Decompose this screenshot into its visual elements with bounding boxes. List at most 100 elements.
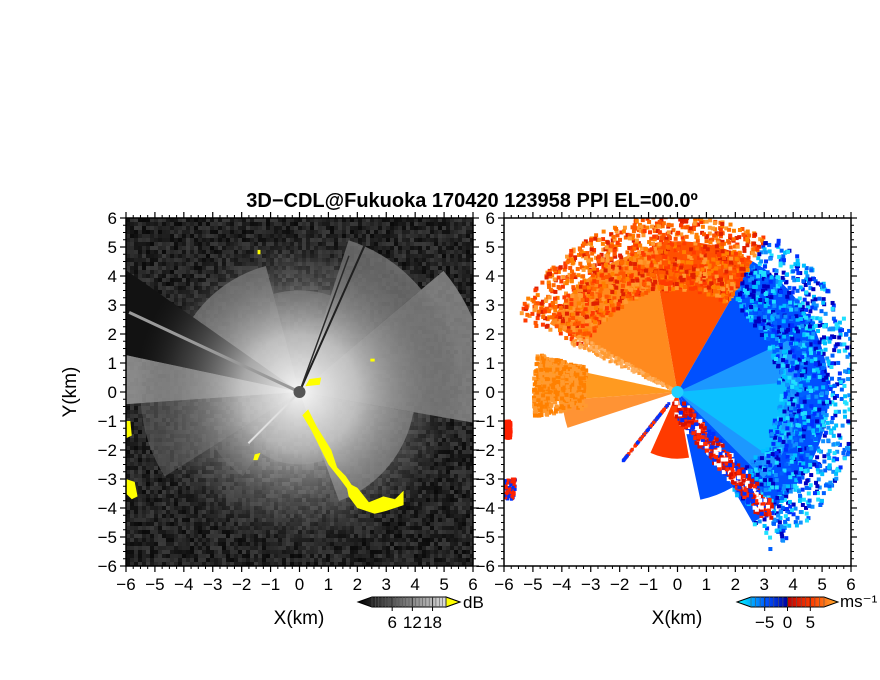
noise-cell xyxy=(462,430,466,434)
noise-cell xyxy=(202,238,206,242)
noise-cell xyxy=(206,238,210,242)
noise-cell xyxy=(414,258,418,262)
noise-cell xyxy=(426,270,430,274)
noise-cell xyxy=(150,222,154,226)
noise-cell xyxy=(454,278,458,282)
noise-cell xyxy=(470,218,473,222)
noise-cell xyxy=(138,442,142,446)
noise-cell xyxy=(134,270,138,274)
noise-cell xyxy=(462,274,466,278)
noise-cell xyxy=(402,218,406,222)
noise-cell xyxy=(450,266,454,270)
noise-cell xyxy=(158,226,162,230)
noise-cell xyxy=(150,218,154,222)
noise-cell xyxy=(230,234,234,238)
noise-cell xyxy=(470,250,473,254)
noise-cell xyxy=(354,218,358,222)
noise-cell xyxy=(402,250,406,254)
noise-cell xyxy=(162,258,166,262)
noise-cell xyxy=(166,234,170,238)
noise-cell xyxy=(178,222,182,226)
noise-cell xyxy=(230,230,234,234)
noise-cell xyxy=(414,242,418,246)
noise-cell xyxy=(426,274,430,278)
noise-cell xyxy=(146,230,150,234)
noise-cell xyxy=(202,222,206,226)
noise-cell xyxy=(458,438,462,442)
noise-cell xyxy=(414,238,418,242)
noise-cell xyxy=(206,250,210,254)
noise-cell xyxy=(142,254,146,258)
noise-cell xyxy=(462,218,466,222)
noise-cell xyxy=(150,246,154,250)
noise-cell xyxy=(406,258,410,262)
noise-cell xyxy=(174,230,178,234)
noise-cell xyxy=(366,218,370,222)
noise-cell xyxy=(442,246,446,250)
noise-cell xyxy=(422,258,426,262)
noise-cell xyxy=(366,238,370,242)
noise-cell xyxy=(430,222,434,226)
noise-cell xyxy=(154,242,158,246)
noise-cell xyxy=(430,230,434,234)
noise-cell xyxy=(310,222,314,226)
noise-cell xyxy=(466,282,470,286)
noise-cell xyxy=(462,282,466,286)
noise-cell xyxy=(430,278,434,282)
noise-cell xyxy=(314,218,318,222)
noise-cell xyxy=(470,266,473,270)
noise-cell xyxy=(198,238,202,242)
noise-cell xyxy=(134,438,138,442)
noise-cell xyxy=(190,262,194,266)
noise-cell xyxy=(266,218,270,222)
noise-cell xyxy=(414,226,418,230)
noise-cell xyxy=(438,238,442,242)
noise-cell xyxy=(194,238,198,242)
noise-cell xyxy=(146,242,150,246)
noise-cell xyxy=(458,442,462,446)
noise-cell xyxy=(422,238,426,242)
noise-cell xyxy=(146,222,150,226)
noise-cell xyxy=(138,234,142,238)
noise-cell xyxy=(450,238,454,242)
noise-cell xyxy=(466,222,470,226)
noise-cell xyxy=(466,242,470,246)
noise-cell xyxy=(442,250,446,254)
noise-cell xyxy=(214,218,218,222)
noise-cell xyxy=(458,226,462,230)
noise-cell xyxy=(406,218,410,222)
noise-cell xyxy=(466,290,470,294)
noise-cell xyxy=(126,218,130,222)
noise-cell xyxy=(138,270,142,274)
noise-cell xyxy=(466,230,470,234)
noise-cell xyxy=(166,274,170,278)
noise-cell xyxy=(178,266,182,270)
noise-cell xyxy=(174,238,178,242)
noise-cell xyxy=(442,222,446,226)
noise-cell xyxy=(450,230,454,234)
noise-cell xyxy=(154,282,158,286)
noise-cell xyxy=(166,218,170,222)
noise-cell xyxy=(190,254,194,258)
noise-cell xyxy=(166,262,170,266)
noise-cell xyxy=(438,218,442,222)
noise-cell xyxy=(162,246,166,250)
noise-cell xyxy=(154,250,158,254)
noise-cell xyxy=(406,234,410,238)
noise-cell xyxy=(170,278,174,282)
noise-cell xyxy=(262,226,266,230)
noise-cell xyxy=(466,286,470,290)
noise-cell xyxy=(382,234,386,238)
noise-cell xyxy=(142,270,146,274)
noise-cell xyxy=(470,290,473,294)
noise-cell xyxy=(446,234,450,238)
noise-cell xyxy=(330,218,334,222)
noise-cell xyxy=(418,250,422,254)
noise-cell xyxy=(450,262,454,266)
noise-cell xyxy=(406,226,410,230)
noise-cell xyxy=(466,278,470,282)
noise-cell xyxy=(178,230,182,234)
noise-cell xyxy=(174,242,178,246)
noise-cell xyxy=(138,218,142,222)
